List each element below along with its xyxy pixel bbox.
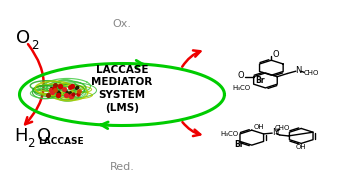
Text: Red.: Red. bbox=[109, 162, 134, 172]
Text: O: O bbox=[238, 71, 244, 80]
Text: N: N bbox=[272, 128, 279, 137]
FancyArrowPatch shape bbox=[25, 44, 44, 124]
Text: Br: Br bbox=[235, 140, 244, 149]
FancyArrowPatch shape bbox=[182, 122, 200, 136]
Text: 2: 2 bbox=[32, 39, 39, 52]
Text: Ox.: Ox. bbox=[113, 19, 131, 29]
Text: O: O bbox=[16, 29, 30, 47]
Text: LACCASE
MEDIATOR
SYSTEM
(LMS): LACCASE MEDIATOR SYSTEM (LMS) bbox=[91, 65, 153, 113]
Text: N: N bbox=[295, 66, 302, 75]
Text: CHO: CHO bbox=[303, 70, 319, 76]
Text: H: H bbox=[14, 127, 28, 145]
Text: O: O bbox=[272, 50, 279, 59]
Text: Br: Br bbox=[255, 76, 265, 84]
Text: H₃CO: H₃CO bbox=[220, 131, 238, 137]
Text: O: O bbox=[37, 127, 51, 145]
Text: OH: OH bbox=[295, 144, 306, 150]
Text: LACCASE: LACCASE bbox=[38, 137, 83, 146]
Text: OH: OH bbox=[253, 124, 264, 130]
Text: H₃CO: H₃CO bbox=[232, 84, 250, 91]
Text: CHO: CHO bbox=[275, 125, 290, 131]
FancyArrowPatch shape bbox=[182, 50, 200, 67]
Text: 2: 2 bbox=[27, 137, 35, 150]
